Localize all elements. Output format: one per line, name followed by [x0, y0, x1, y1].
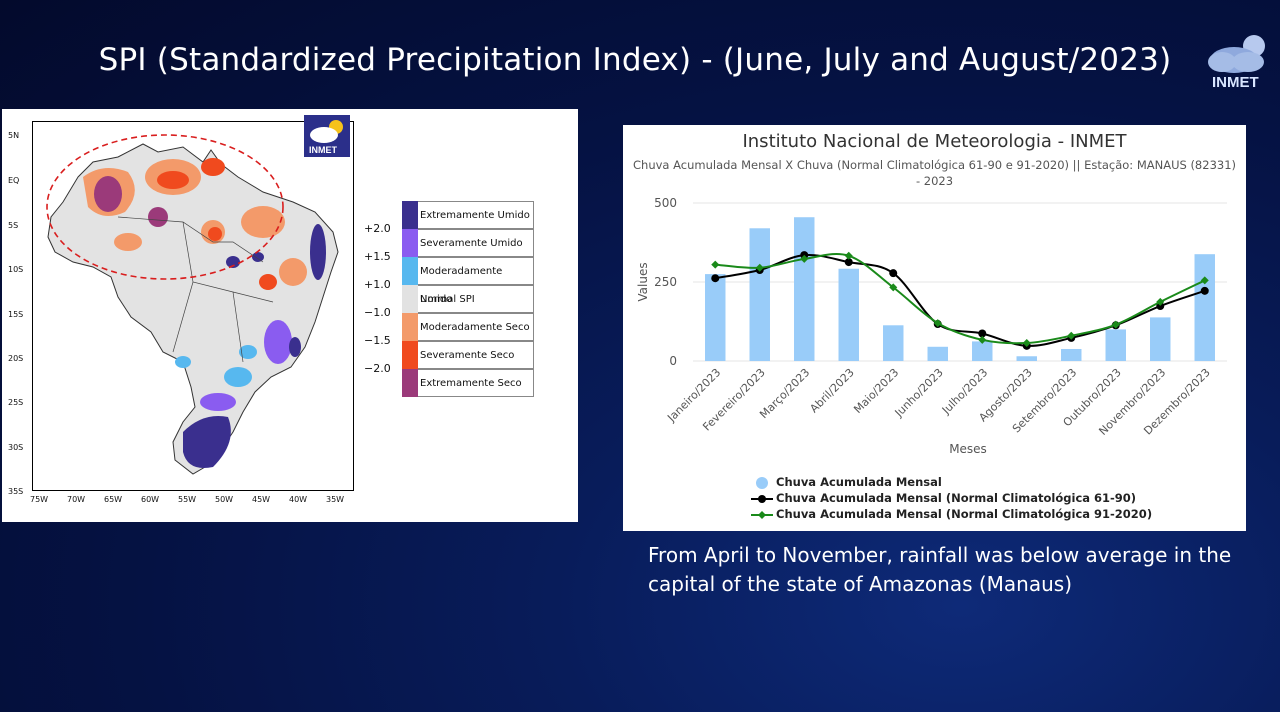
line-point [978, 335, 987, 344]
bar [1150, 317, 1171, 361]
lat-label: 10S [8, 265, 24, 274]
chart-title: Instituto Nacional de Meteorologia - INM… [742, 131, 1127, 152]
lon-label: 45W [252, 495, 271, 504]
line-point [889, 269, 898, 278]
legend-label: Severamente Seco [418, 341, 534, 369]
legend-tick: −1.5 [364, 334, 391, 347]
x-axis-label: Meses [949, 442, 987, 456]
lat-label: 25S [8, 398, 24, 407]
chart-legend: Chuva Acumulada Mensal Chuva Acumulada Me… [751, 475, 1152, 523]
rainfall-chart-panel: 0 250 500 Values Janeiro/2023 Fevereiro/2023 M… [623, 125, 1246, 531]
brazil-map [32, 121, 354, 491]
legend-swatch [402, 229, 418, 257]
line-point [1200, 276, 1209, 285]
bar [749, 228, 770, 361]
legend-marker [756, 477, 768, 489]
line-point [711, 260, 720, 269]
line-point [844, 251, 853, 260]
line-point [844, 258, 853, 267]
bar [1061, 348, 1082, 361]
cloud-sun-icon [1208, 35, 1265, 73]
lon-label: 60W [141, 495, 160, 504]
legend-item[interactable]: Chuva Acumulada Mensal (Normal Climatoló… [751, 491, 1152, 507]
lat-label: EQ [8, 176, 20, 185]
bar [972, 341, 993, 361]
bar [883, 325, 904, 361]
lon-label: 40W [289, 495, 308, 504]
cloud-sun-icon [310, 120, 343, 143]
lon-label: 65W [104, 495, 123, 504]
line-point [1156, 297, 1165, 306]
rainfall-chart: 0250500ValuesJaneiro/2023Fevereiro/2023M… [636, 196, 1227, 456]
bar [927, 346, 948, 361]
legend-label: Extremamente Umido [418, 201, 534, 229]
inmet-logo: INMET [1204, 32, 1276, 94]
bar [794, 217, 815, 361]
slide-caption: From April to November, rainfall was bel… [648, 543, 1232, 596]
legend-item[interactable]: Chuva Acumulada Mensal [751, 475, 1152, 491]
legend-tick: +1.5 [364, 250, 391, 263]
legend-swatch [402, 369, 418, 397]
line-point [889, 283, 898, 292]
legend-label: Chuva Acumulada Mensal (Normal Climatoló… [776, 491, 1137, 505]
lon-label: 75W [30, 495, 49, 504]
legend-tick: −2.0 [364, 362, 391, 375]
y-tick-label: 250 [654, 275, 677, 289]
lat-label: 35S [8, 487, 24, 496]
lon-label: 55W [178, 495, 197, 504]
slide-title: SPI (Standardized Precipitation Index) -… [98, 42, 1172, 78]
lon-label: 50W [215, 495, 234, 504]
legend-tick: +1.0 [364, 278, 391, 291]
legend-tick: −1.0 [364, 306, 391, 319]
line-point [755, 263, 764, 272]
legend-label: Normal SPI [418, 285, 534, 313]
line-point [1067, 331, 1076, 340]
y-axis-label: Values [636, 262, 650, 301]
legend-label: Chuva Acumulada Mensal [776, 475, 942, 489]
lat-label: 20S [8, 354, 24, 363]
inmet-logo-text: INMET [1212, 74, 1259, 91]
x-tick-label: Abril/2023 [807, 366, 856, 415]
chart-subtitle: Chuva Acumulada Mensal X Chuva (Normal C… [633, 158, 1237, 188]
legend-swatch [402, 201, 418, 229]
bar [705, 274, 726, 361]
lat-label: 30S [8, 443, 24, 452]
line-point [1022, 338, 1031, 347]
legend-swatch [402, 341, 418, 369]
lat-label: 5N [8, 131, 20, 140]
legend-swatch [402, 285, 418, 313]
series-line [715, 252, 1206, 345]
line-point [1200, 286, 1209, 295]
legend-marker [751, 495, 773, 503]
bar [838, 268, 859, 361]
series-line [715, 253, 1206, 347]
legend-label: Moderadamente Seco [418, 313, 534, 341]
map-inmet-logo: INMET [304, 115, 350, 157]
bar [1016, 356, 1037, 361]
legend-tick: +2.0 [364, 222, 391, 235]
line-point [711, 274, 720, 283]
y-tick-label: 0 [669, 354, 677, 368]
line-point [933, 319, 942, 328]
lon-label: 70W [67, 495, 86, 504]
lon-label: 35W [326, 495, 345, 504]
lat-label: 15S [8, 310, 24, 319]
legend-label: Chuva Acumulada Mensal (Normal Climatoló… [776, 507, 1153, 521]
legend-label: Severamente Umido [418, 229, 534, 257]
line-point [1111, 320, 1120, 329]
legend-swatch [402, 257, 418, 285]
bar [1105, 329, 1126, 361]
legend-marker [751, 511, 773, 519]
legend-item[interactable]: Chuva Acumulada Mensal (Normal Climatoló… [751, 507, 1152, 523]
line-point [800, 254, 809, 263]
bar [1194, 254, 1215, 361]
legend-label: Moderadamente Umido [418, 257, 534, 305]
line-point [978, 329, 987, 338]
spi-map-panel: 5N EQ 5S 10S 15S 20S 25S 30S 35S [2, 109, 578, 522]
lat-label: 5S [8, 221, 19, 230]
map-logo-text: INMET [309, 145, 337, 155]
y-tick-label: 500 [654, 196, 677, 210]
legend-swatch [402, 313, 418, 341]
legend-label: Extremamente Seco [418, 369, 534, 397]
